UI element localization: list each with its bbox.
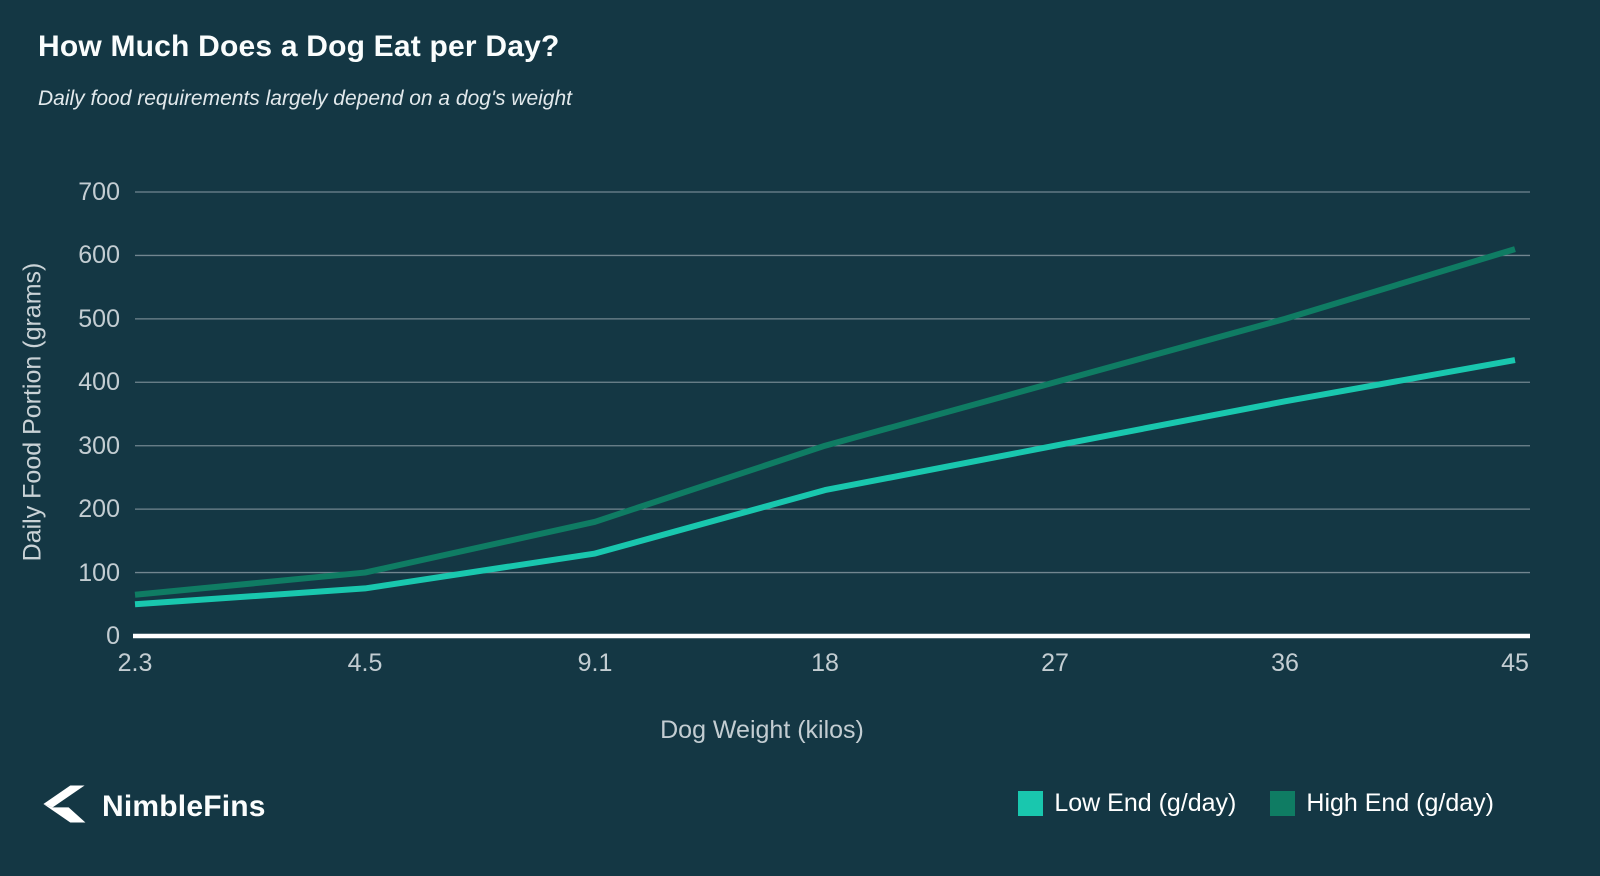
x-tick-label: 45 xyxy=(1501,649,1529,677)
chart-legend: Low End (g/day) High End (g/day) xyxy=(1018,789,1494,818)
y-tick-label: 0 xyxy=(106,622,120,650)
x-axis-title: Dog Weight (kilos) xyxy=(660,716,864,744)
y-tick-label: 600 xyxy=(78,241,120,270)
legend-swatch-low-end xyxy=(1018,791,1044,816)
legend-item-low-end[interactable]: Low End (g/day) xyxy=(1018,789,1236,818)
page-subtitle: Daily food requirements largely depend o… xyxy=(38,87,573,110)
brand-logo: NimbleFins xyxy=(40,783,266,830)
y-tick-label: 300 xyxy=(78,431,120,460)
y-tick-label: 100 xyxy=(78,558,120,587)
x-tick-label: 2.3 xyxy=(117,649,153,677)
y-tick-label: 500 xyxy=(78,304,120,333)
y-tick-label: 200 xyxy=(78,495,120,524)
x-tick-label: 4.5 xyxy=(347,649,383,677)
x-tick-label: 27 xyxy=(1041,649,1069,677)
legend-swatch-high-end xyxy=(1270,791,1296,816)
brand-name: NimbleFins xyxy=(102,789,266,823)
legend-label-high-end: High End (g/day) xyxy=(1306,789,1494,817)
y-tick-label: 700 xyxy=(78,178,120,206)
series-line-high-end-g-day xyxy=(134,246,1516,598)
nimblefins-fin-arrow-icon xyxy=(40,783,88,830)
series-line-low-end-g-day xyxy=(134,357,1516,608)
x-tick-label: 36 xyxy=(1271,649,1299,677)
legend-item-high-end[interactable]: High End (g/day) xyxy=(1270,789,1494,818)
legend-label-low-end: Low End (g/day) xyxy=(1054,789,1237,817)
page-title: How Much Does a Dog Eat per Day? xyxy=(38,30,560,63)
x-tick-label: 9.1 xyxy=(577,649,613,677)
y-tick-label: 400 xyxy=(78,368,120,397)
x-tick-label: 18 xyxy=(811,649,839,677)
